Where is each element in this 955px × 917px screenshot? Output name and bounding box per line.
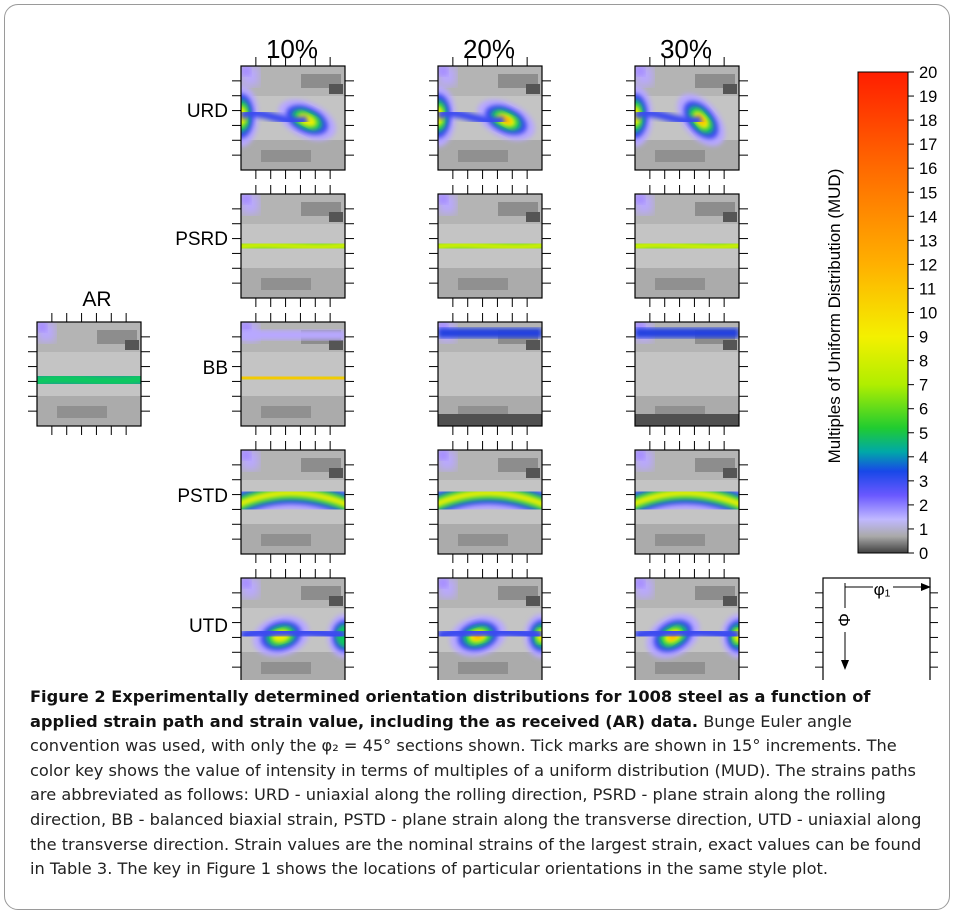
phi1-label: φ₁ [874, 580, 891, 599]
colorbar-tick-label: 20 [919, 64, 937, 82]
column-label-30: 30% [660, 34, 712, 64]
row-label-utd: UTD [189, 616, 228, 637]
colorbar-tick-label: 7 [919, 377, 928, 395]
odf-panel-utd-10 [232, 569, 354, 680]
colorbar-tick-label: 14 [919, 208, 937, 226]
odf-panel-urd-20 [429, 57, 551, 179]
odf-panel-urd-10 [232, 57, 354, 179]
column-label-20: 20% [463, 34, 515, 64]
orientation-key: φ₁ Φ [815, 577, 938, 680]
colorbar-tick-label: 18 [919, 112, 937, 130]
colorbar-tick-label: 15 [919, 184, 937, 202]
odf-panel-psrd-20 [429, 185, 551, 307]
Phi-label: Φ [835, 613, 854, 627]
row-label-psrd: PSRD [175, 229, 228, 250]
odf-panel-pstd-10 [232, 441, 354, 563]
colorbar-tick-label: 8 [919, 353, 928, 371]
odf-panel-pstd-30 [626, 441, 748, 563]
figure-frame [4, 4, 950, 910]
row-label-bb: BB [203, 358, 228, 379]
odf-panel-urd-30 [626, 57, 748, 179]
row-label-pstd: PSTD [177, 486, 228, 507]
odf-panel-bb-10 [232, 313, 354, 435]
odf-panel-utd-20 [429, 569, 551, 680]
colorbar-tick-label: 13 [919, 232, 937, 250]
colorbar-tick-label: 5 [919, 425, 928, 443]
colorbar-tick-label: 0 [919, 545, 928, 563]
colorbar-tick-label: 3 [919, 473, 928, 491]
colorbar [857, 71, 909, 554]
odf-panel-bb-20 [429, 313, 551, 435]
figure-panel: 10% 20% 30% URD PSRD BB PSTD UTD AR 2019… [28, 34, 938, 680]
caption-body: Bunge Euler angle convention was used, w… [30, 711, 922, 879]
colorbar-tick-label: 19 [919, 88, 937, 106]
colorbar-tick-label: 6 [919, 401, 928, 419]
column-label-10: 10% [266, 34, 318, 64]
row-label-urd: URD [187, 101, 228, 122]
caption-title: Figure 2 Experimentally determined orien… [30, 687, 871, 731]
odf-panel-psrd-30 [626, 185, 748, 307]
colorbar-tick-label: 1 [919, 521, 928, 539]
colorbar-tick-label: 9 [919, 329, 928, 347]
colorbar-tick-label: 12 [919, 256, 937, 274]
odf-panel-pstd-20 [429, 441, 551, 563]
odf-panel-ar [28, 313, 150, 435]
colorbar-tick-label: 16 [919, 160, 937, 178]
odf-panel-bb-30 [626, 313, 748, 435]
ar-label: AR [82, 288, 111, 311]
colorbar-tick-label: 11 [919, 280, 936, 298]
colorbar-tick-label: 10 [919, 305, 937, 323]
figure-caption: Figure 2 Experimentally determined orien… [30, 685, 930, 882]
colorbar-title: Multiples of Uniform Distribution (MUD) [825, 169, 844, 464]
colorbar-tick-label: 4 [919, 449, 928, 467]
colorbar-tick-label: 2 [919, 497, 928, 515]
colorbar-tick-label: 17 [919, 136, 937, 154]
odf-panel-psrd-10 [232, 185, 354, 307]
odf-panel-utd-30 [626, 569, 748, 680]
